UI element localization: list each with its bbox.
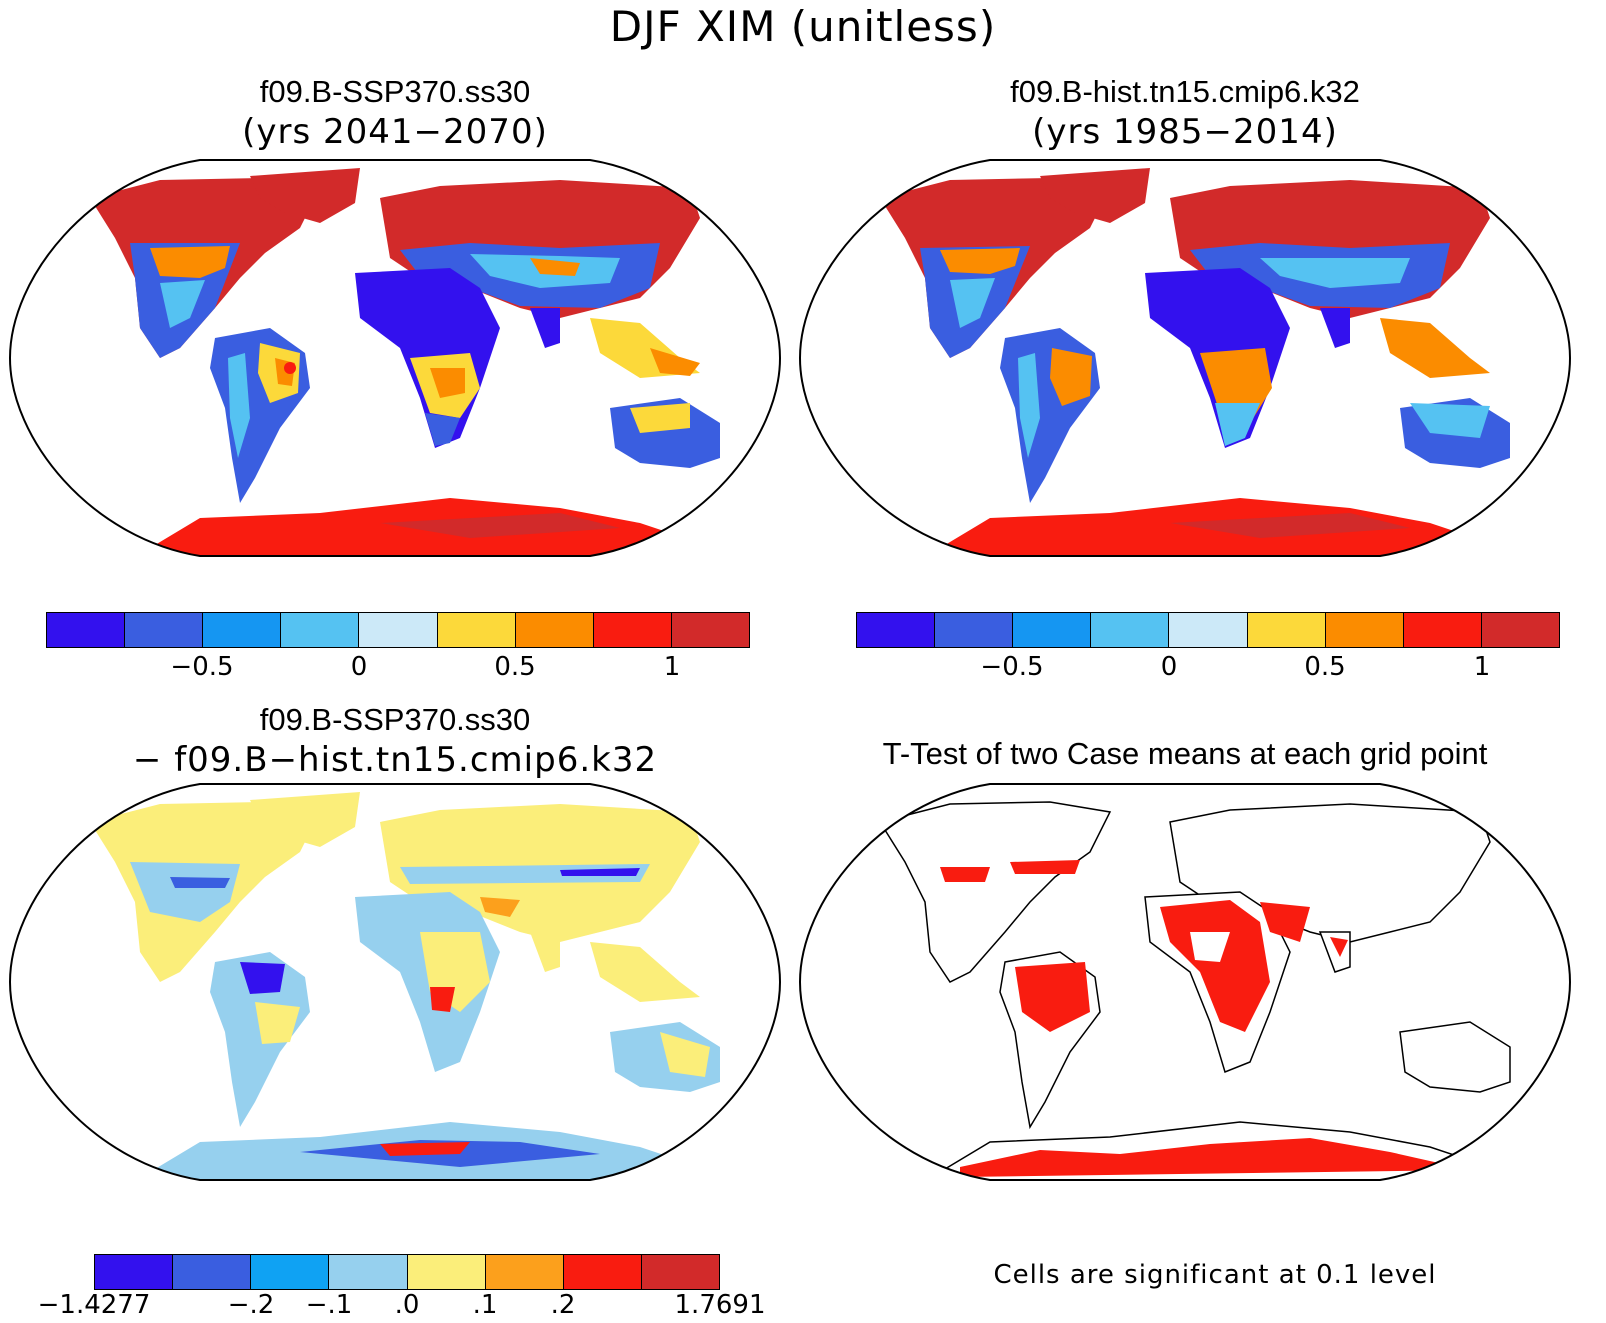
colorbar-swatch (1403, 613, 1482, 647)
panel2-subtitle: (yrs 1985−2014) (1032, 112, 1338, 152)
colorbar-swatch (485, 1255, 564, 1289)
panel1-title: f09.B-SSP370.ss30 (259, 74, 531, 109)
colorbar-swatch (1091, 613, 1170, 647)
colorbar3-tick: −.2 (227, 1290, 275, 1320)
map-panel-difference (8, 783, 782, 1181)
colorbar-swatch (1247, 613, 1326, 647)
map-panel-hist (798, 159, 1572, 557)
colorbar-swatch (563, 1255, 642, 1289)
colorbar3-tick: .1 (472, 1290, 498, 1320)
significance-note: Cells are significant at 0.1 level (993, 1260, 1437, 1290)
colorbar-panel2 (856, 612, 1560, 648)
colorbar-swatch (125, 613, 204, 647)
greenland-fill (250, 168, 360, 223)
colorbar-swatch (515, 613, 594, 647)
colorbar-swatch (281, 613, 360, 647)
colorbar-swatch (1481, 613, 1559, 647)
figure-title: DJF XIM (unitless) (609, 2, 997, 51)
colorbar3-tick: 1.7691 (674, 1290, 766, 1320)
panel2-title: f09.B-hist.tn15.cmip6.k32 (1010, 74, 1360, 109)
colorbar2-tick: 0.5 (1304, 652, 1346, 682)
colorbar1-tick: −0.5 (170, 652, 234, 682)
panel4-title: T-Test of two Case means at each grid po… (882, 736, 1488, 771)
colorbar3-tick: .0 (394, 1290, 420, 1320)
colorbar-swatch (935, 613, 1014, 647)
colorbar2-tick: −0.5 (980, 652, 1044, 682)
colorbar1-tick: 1 (663, 652, 681, 682)
colorbar-swatch (857, 613, 936, 647)
colorbar-swatch (437, 613, 516, 647)
colorbar-swatch (1169, 613, 1248, 647)
colorbar-swatch (1013, 613, 1092, 647)
panel3-title: f09.B-SSP370.ss30 (259, 702, 531, 737)
colorbar-swatch (671, 613, 749, 647)
map-panel-ttest (798, 783, 1572, 1181)
colorbar2-tick: 0 (1160, 652, 1178, 682)
colorbar-swatch (359, 613, 438, 647)
colorbar2-tick: 1 (1473, 652, 1491, 682)
colorbar-panel1 (46, 612, 750, 648)
colorbar-difference (94, 1254, 720, 1290)
colorbar-swatch (1325, 613, 1404, 647)
colorbar3-tick: .2 (550, 1290, 576, 1320)
colorbar1-tick: 0.5 (494, 652, 536, 682)
colorbar-swatch (641, 1255, 719, 1289)
colorbar-swatch (593, 613, 672, 647)
colorbar-swatch (173, 1255, 252, 1289)
colorbar-swatch (203, 613, 282, 647)
colorbar3-tick: −.1 (305, 1290, 353, 1320)
colorbar-swatch (47, 613, 126, 647)
map-panel-ssp370 (8, 159, 782, 557)
colorbar-swatch (329, 1255, 408, 1289)
colorbar3-tick: −1.4277 (37, 1290, 151, 1320)
colorbar-swatch (251, 1255, 330, 1289)
panel3-subtitle: − f09.B−hist.tn15.cmip6.k32 (132, 740, 658, 780)
colorbar-swatch (95, 1255, 174, 1289)
colorbar-swatch (407, 1255, 486, 1289)
panel1-subtitle: (yrs 2041−2070) (242, 112, 548, 152)
colorbar1-tick: 0 (350, 652, 368, 682)
